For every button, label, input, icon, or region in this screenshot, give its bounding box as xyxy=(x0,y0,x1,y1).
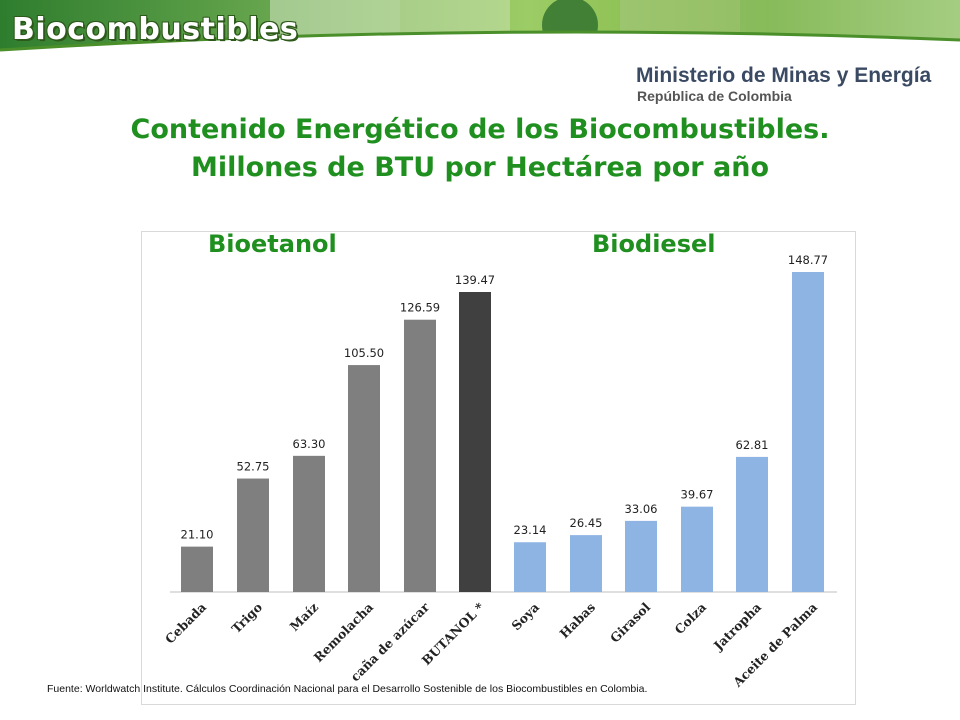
category-label-6: Soya xyxy=(508,600,542,634)
data-label-7: 26.45 xyxy=(570,516,603,530)
category-label-7: Habas xyxy=(557,600,599,642)
bar-5 xyxy=(459,292,491,592)
data-label-4: 126.59 xyxy=(400,301,440,315)
bar-11 xyxy=(792,272,824,592)
data-label-3: 105.50 xyxy=(344,346,384,360)
bar-8 xyxy=(625,520,657,592)
category-label-10: Jatropha xyxy=(710,600,764,654)
bar-7 xyxy=(570,535,602,592)
data-label-0: 21.10 xyxy=(181,528,214,542)
data-label-10: 62.81 xyxy=(736,438,769,452)
category-label-0: Cebada xyxy=(162,600,209,647)
category-label-2: Maíz xyxy=(287,600,322,635)
category-label-9: Colza xyxy=(671,600,709,638)
data-label-6: 23.14 xyxy=(514,523,547,537)
data-label-1: 52.75 xyxy=(237,460,270,474)
data-label-2: 63.30 xyxy=(293,437,326,451)
category-label-8: Girasol xyxy=(607,599,653,645)
data-label-11: 148.77 xyxy=(788,253,828,267)
bar-6 xyxy=(514,542,546,592)
republic-name: República de Colombia xyxy=(637,88,792,104)
group-label-bioetanol: Bioetanol xyxy=(208,230,337,258)
brand-title: Biocombustibles xyxy=(12,12,299,47)
bar-3 xyxy=(348,365,380,592)
group-label-biodiesel: Biodiesel xyxy=(592,230,716,258)
bar-1 xyxy=(237,478,269,592)
source-note: Fuente: Worldwatch Institute. Cálculos C… xyxy=(47,683,648,695)
category-label-1: Trigo xyxy=(228,600,265,637)
data-label-5: 139.47 xyxy=(455,273,495,287)
bar-2 xyxy=(293,455,325,592)
page-title-line2: Millones de BTU por Hectárea por año xyxy=(190,152,769,183)
bar-0 xyxy=(181,546,213,592)
data-label-9: 39.67 xyxy=(681,488,714,502)
ministry-name: Ministerio de Minas y Energía xyxy=(636,64,932,87)
banner-graphic xyxy=(0,0,960,80)
data-label-8: 33.06 xyxy=(625,502,658,516)
bar-9 xyxy=(681,506,713,592)
page-title-line1: Contenido Energético de los Biocombustib… xyxy=(130,114,830,145)
bar-4 xyxy=(404,319,436,592)
bar-10 xyxy=(736,456,768,592)
header-banner xyxy=(0,0,960,80)
